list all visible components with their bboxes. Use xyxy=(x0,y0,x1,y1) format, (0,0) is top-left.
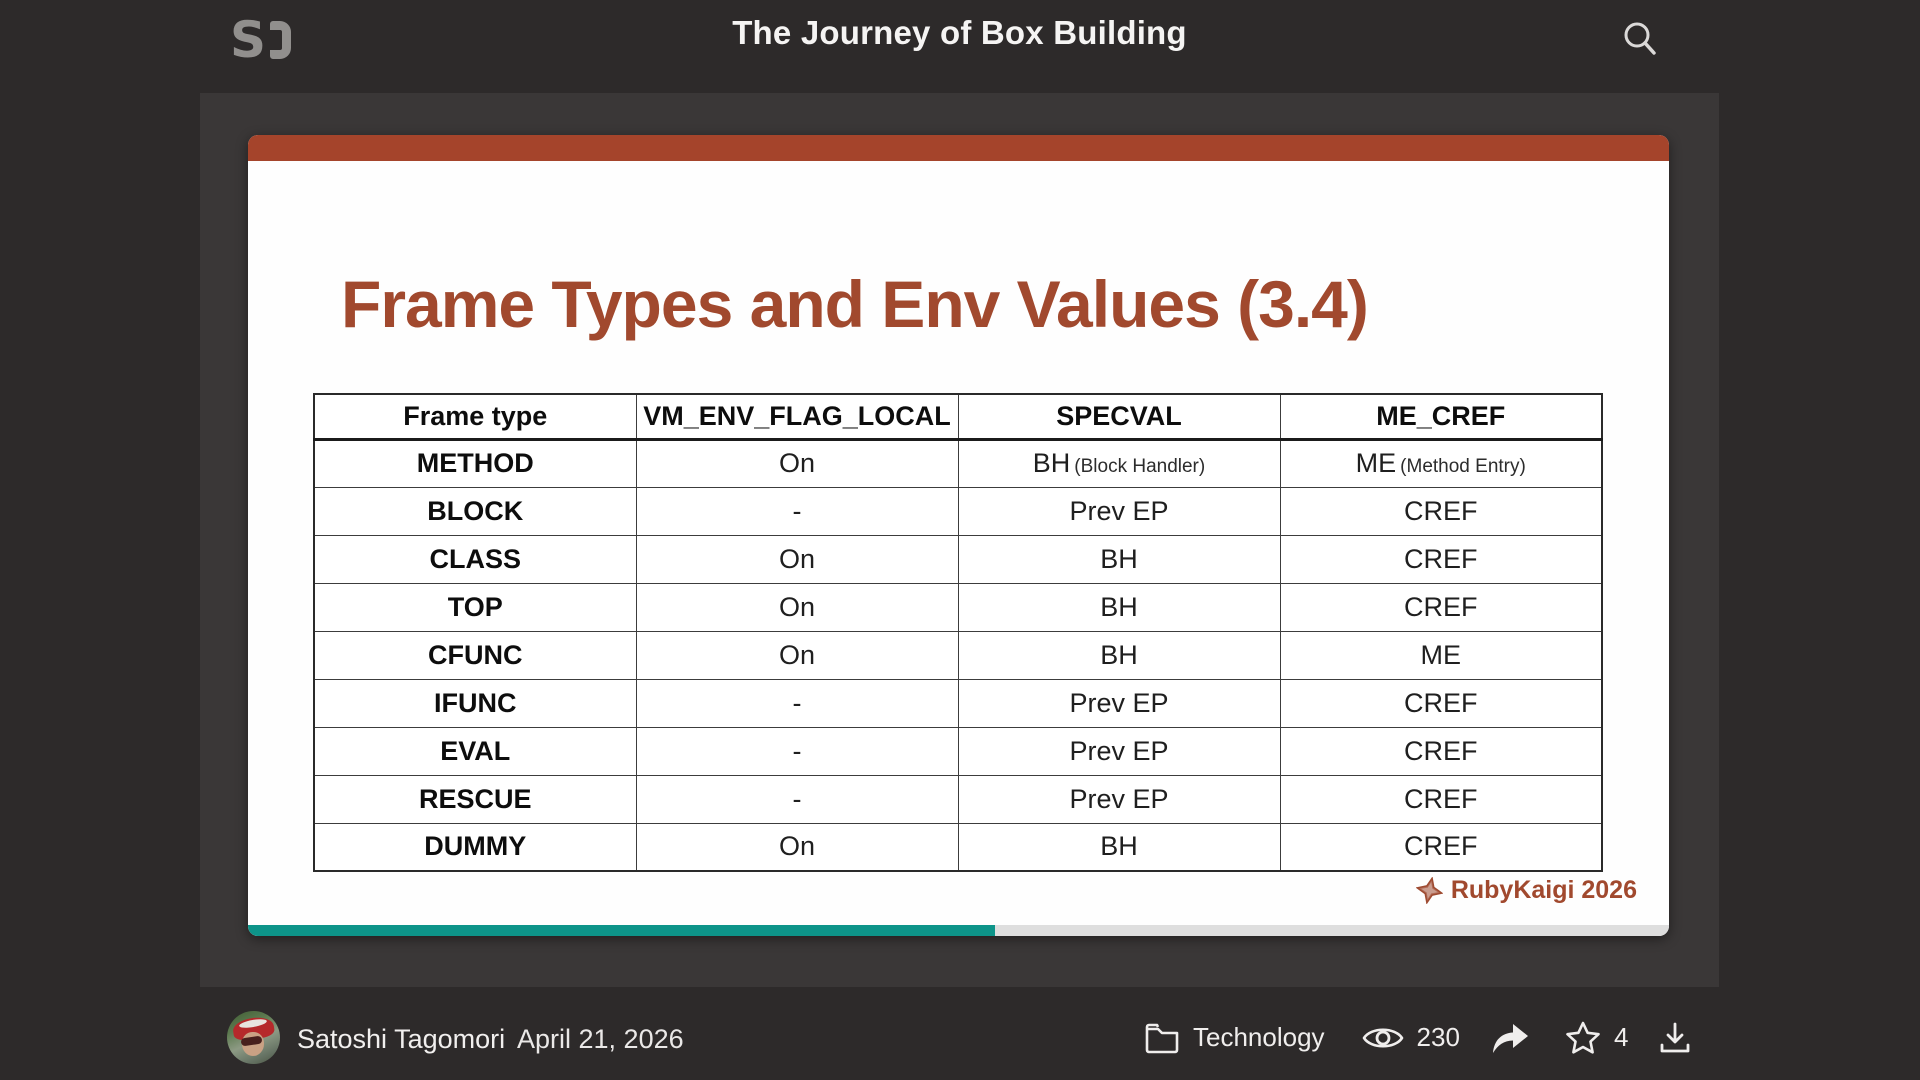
cell-frame-type: METHOD xyxy=(313,438,637,488)
table-row: BLOCK - Prev EP CREF xyxy=(313,486,1603,536)
rubykaigi-label: RubyKaigi 2026 xyxy=(1450,875,1637,904)
cell-frame-type: IFUNC xyxy=(313,678,637,728)
table-row: CLASS On BH CREF xyxy=(313,534,1603,584)
cell-frame-type: CLASS xyxy=(313,534,637,584)
table-row: METHOD On BH (Block Handler) ME (Method En… xyxy=(313,438,1603,488)
speakerdeck-logo[interactable]: S xyxy=(230,11,292,69)
cell-specval: BH xyxy=(957,822,1281,872)
cell-frame-type: CFUNC xyxy=(313,630,637,680)
cell-specval: BH xyxy=(957,630,1281,680)
slide-title: Frame Types and Env Values (3.4) xyxy=(341,267,1369,341)
share-button[interactable] xyxy=(1490,1019,1530,1057)
cell-specval: BH (Block Handler) xyxy=(957,438,1281,488)
cell-frame-type: RESCUE xyxy=(313,774,637,824)
cell-flag: On xyxy=(635,630,959,680)
star-button[interactable]: 4 xyxy=(1564,1020,1628,1056)
cell-specval: Prev EP xyxy=(957,726,1281,776)
cell-frame-type: BLOCK xyxy=(313,486,637,536)
cell-specval-note: (Block Handler) xyxy=(1074,456,1206,477)
cell-flag: - xyxy=(635,678,959,728)
search-button[interactable] xyxy=(1617,16,1663,62)
share-icon xyxy=(1492,1023,1528,1053)
logo-letter-s: S xyxy=(230,11,267,69)
folder-icon xyxy=(1145,1023,1179,1053)
cell-flag: - xyxy=(635,726,959,776)
views-count: 230 xyxy=(1416,1022,1460,1052)
cell-frame-type: DUMMY xyxy=(313,822,637,872)
cell-frame-type: TOP xyxy=(313,582,637,632)
table-row: CFUNC On BH ME xyxy=(313,630,1603,680)
col-specval: SPECVAL xyxy=(957,393,1281,441)
table-row: TOP On BH CREF xyxy=(313,582,1603,632)
cell-me-cref: CREF xyxy=(1279,726,1603,776)
download-icon xyxy=(1661,1022,1690,1052)
table-row: DUMMY On BH CREF xyxy=(313,822,1603,872)
cell-flag: On xyxy=(635,438,959,488)
col-vm-env-flag-local: VM_ENV_FLAG_LOCAL xyxy=(635,393,959,441)
cell-me-cref: CREF xyxy=(1279,774,1603,824)
views-counter: 230 xyxy=(1361,1022,1460,1054)
cell-me-cref: CREF xyxy=(1279,822,1603,872)
star-count: 4 xyxy=(1613,1022,1629,1052)
table-header-row: Frame type VM_ENV_FLAG_LOCAL SPECVAL ME_… xyxy=(313,393,1603,441)
logo-letter-d xyxy=(270,21,292,59)
table-row: RESCUE - Prev EP CREF xyxy=(313,774,1603,824)
cell-me-cref: CREF xyxy=(1279,582,1603,632)
col-me-cref: ME_CREF xyxy=(1279,393,1603,441)
cell-flag: On xyxy=(635,534,959,584)
cell-flag: - xyxy=(635,774,959,824)
rubykaigi-star-icon xyxy=(1415,876,1443,904)
cell-flag: - xyxy=(635,486,959,536)
frame-types-table: Frame type VM_ENV_FLAG_LOCAL SPECVAL ME_… xyxy=(313,393,1603,872)
slide[interactable]: Frame Types and Env Values (3.4) Frame t… xyxy=(248,135,1669,936)
category-label: Technology xyxy=(1193,1022,1325,1052)
progress-fill xyxy=(248,925,996,936)
search-icon xyxy=(1624,22,1656,55)
eye-icon xyxy=(1362,1027,1403,1048)
slide-accent-bar xyxy=(248,135,1669,161)
deck-title: The Journey of Box Building xyxy=(732,14,1187,51)
category-link[interactable]: Technology xyxy=(1143,1021,1325,1055)
cell-me-cref-value: ME xyxy=(1355,448,1397,478)
cell-specval: Prev EP xyxy=(957,678,1281,728)
cell-me-cref: ME xyxy=(1279,630,1603,680)
publish-date: April 21, 2026 xyxy=(517,1024,684,1054)
author-avatar[interactable] xyxy=(227,1011,280,1064)
cell-specval: BH xyxy=(957,582,1281,632)
author-name[interactable]: Satoshi Tagomori xyxy=(297,1024,506,1054)
slide-progress-bar[interactable] xyxy=(248,925,1669,936)
cell-me-cref: CREF xyxy=(1279,534,1603,584)
download-button[interactable] xyxy=(1656,1020,1694,1056)
col-frame-type: Frame type xyxy=(313,393,637,441)
cell-specval: Prev EP xyxy=(957,774,1281,824)
cell-specval: BH xyxy=(957,534,1281,584)
star-icon xyxy=(1566,1021,1600,1054)
cell-flag: On xyxy=(635,822,959,872)
table-row: IFUNC - Prev EP CREF xyxy=(313,678,1603,728)
cell-frame-type: EVAL xyxy=(313,726,637,776)
cell-me-cref: CREF xyxy=(1279,486,1603,536)
cell-me-cref: ME (Method Entry) xyxy=(1279,438,1603,488)
cell-flag: On xyxy=(635,582,959,632)
cell-me-cref: CREF xyxy=(1279,678,1603,728)
cell-me-cref-note: (Method Entry) xyxy=(1400,456,1526,477)
cell-specval: Prev EP xyxy=(957,486,1281,536)
table-row: EVAL - Prev EP CREF xyxy=(313,726,1603,776)
footer-actions: Technology 230 4 xyxy=(1143,1011,1694,1064)
rubykaigi-brand: RubyKaigi 2026 xyxy=(1415,875,1637,905)
cell-specval-value: BH xyxy=(1032,448,1071,478)
